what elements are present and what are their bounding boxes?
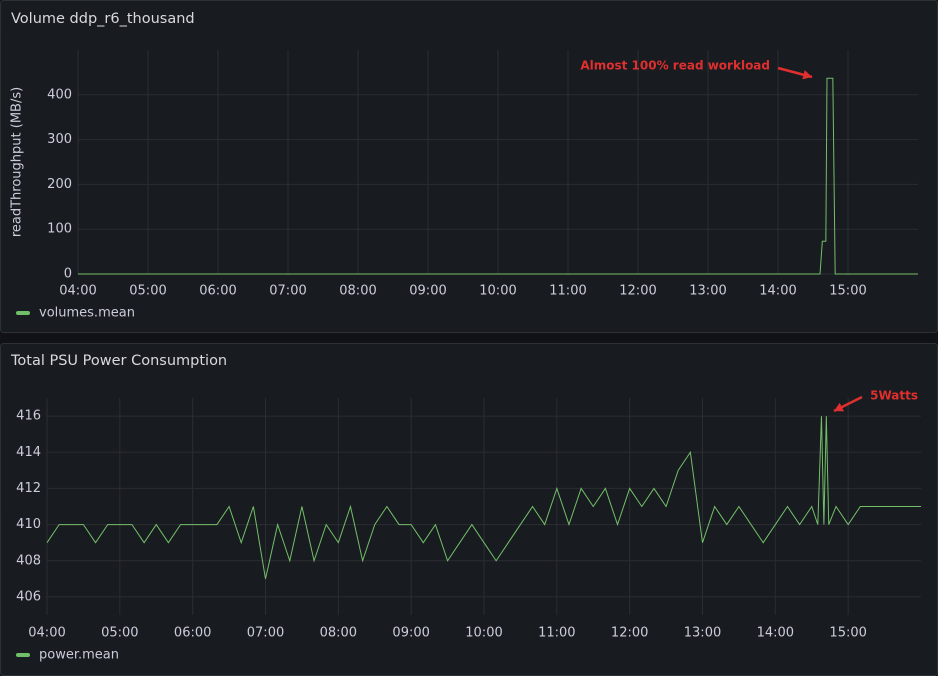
x-tick-label: 06:00 (174, 626, 211, 641)
x-tick-label: 09:00 (409, 284, 446, 299)
x-tick-label: 04:00 (28, 626, 65, 641)
x-tick-label: 13:00 (684, 626, 721, 641)
x-tick-label: 05:00 (101, 626, 138, 641)
legend-swatch (16, 311, 30, 315)
x-tick-label: 11:00 (549, 284, 586, 299)
x-tick-label: 12:00 (611, 626, 648, 641)
x-tick-label: 14:00 (757, 626, 794, 641)
y-tick-label: 410 (16, 517, 41, 532)
x-tick-label: 08:00 (320, 626, 357, 641)
x-tick-label: 10:00 (465, 626, 502, 641)
y-tick-label: 400 (47, 87, 72, 102)
x-tick-label: 05:00 (129, 284, 166, 299)
x-tick-label: 14:00 (759, 284, 796, 299)
y-tick-label: 300 (47, 132, 72, 147)
y-tick-label: 200 (47, 177, 72, 192)
y-tick-label: 412 (16, 481, 41, 496)
y-axis-label: readThroughput (MB/s) (10, 87, 25, 237)
y-tick-label: 416 (16, 409, 41, 424)
series-line (78, 77, 918, 275)
x-tick-label: 07:00 (269, 284, 306, 299)
x-tick-label: 10:00 (479, 284, 516, 299)
x-tick-label: 15:00 (829, 284, 866, 299)
y-tick-label: 100 (47, 222, 72, 237)
x-tick-label: 11:00 (538, 626, 575, 641)
y-tick-label: 408 (16, 553, 41, 568)
x-tick-label: 06:00 (199, 284, 236, 299)
panel-title: Volume ddp_r6_thousand (11, 11, 195, 27)
x-tick-label: 08:00 (339, 284, 376, 299)
x-tick-label: 04:00 (59, 284, 96, 299)
y-tick-label: 0 (64, 267, 72, 282)
series-line (46, 416, 921, 579)
legend-label: power.mean (39, 648, 119, 663)
annotation-arrowhead (834, 402, 844, 412)
x-tick-label: 15:00 (829, 626, 866, 641)
legend-swatch (16, 653, 30, 657)
x-tick-label: 12:00 (619, 284, 656, 299)
annotation-arrowhead (802, 70, 812, 80)
legend-label: volumes.mean (39, 306, 135, 321)
x-tick-label: 07:00 (247, 626, 284, 641)
y-tick-label: 414 (16, 445, 41, 460)
x-tick-label: 09:00 (392, 626, 429, 641)
y-tick-label: 406 (16, 589, 41, 604)
x-tick-label: 13:00 (689, 284, 726, 299)
annotation: Almost 100% read workload (580, 59, 770, 73)
annotation: 5Watts (870, 389, 918, 403)
panel-title: Total PSU Power Consumption (10, 353, 227, 369)
